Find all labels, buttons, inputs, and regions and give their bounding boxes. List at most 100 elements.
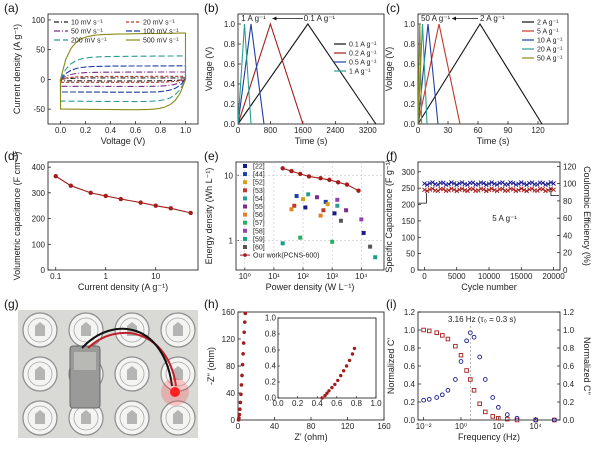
legend-entry: [57] bbox=[253, 220, 265, 227]
panel-label-c: (c) bbox=[386, 1, 400, 15]
x-tick-label: 60 bbox=[474, 126, 483, 135]
data-point bbox=[458, 359, 464, 364]
y-tick-label: 0 bbox=[41, 75, 46, 84]
data-point bbox=[514, 417, 520, 423]
cycle-marker bbox=[486, 187, 492, 193]
x-axis-label: Voltage (V) bbox=[101, 136, 146, 146]
x-tick-label: 1.0 bbox=[180, 126, 192, 135]
data-point bbox=[332, 211, 337, 216]
legend-entry: [22] bbox=[253, 164, 265, 171]
data-point bbox=[243, 311, 248, 316]
cv-loop-series bbox=[59, 71, 187, 87]
legend-entry: 20 A g⁻¹ bbox=[537, 47, 563, 54]
data-point bbox=[335, 203, 340, 208]
y-axis-label: -Z'' (ohm) bbox=[206, 347, 216, 385]
inset-x-tick-label: 1.0 bbox=[370, 399, 382, 408]
cycle-marker bbox=[430, 186, 435, 192]
data-point bbox=[188, 210, 193, 216]
data-point bbox=[138, 200, 143, 205]
legend-swatch bbox=[243, 164, 247, 168]
inset-data-point bbox=[330, 385, 334, 390]
x-tick-label: 10³ bbox=[326, 272, 338, 281]
data-point bbox=[490, 395, 496, 400]
legend-swatch bbox=[243, 212, 247, 217]
cycle-marker bbox=[457, 181, 462, 186]
annotation-label: 1 A g⁻¹ bbox=[241, 14, 266, 23]
data-point bbox=[368, 244, 373, 249]
plot-frame-d bbox=[47, 161, 199, 271]
inset-data-point bbox=[350, 352, 355, 356]
y-tick-label: 50 bbox=[406, 250, 415, 259]
data-point bbox=[490, 414, 495, 419]
x-tick-label: 0.2 bbox=[80, 126, 92, 135]
y-axis-label-right: Normalized C'' bbox=[582, 337, 592, 395]
panel-label-a: (a) bbox=[4, 1, 19, 15]
inset-x-tick-label: 0.2 bbox=[292, 399, 304, 408]
x-tick-label: 120 bbox=[531, 126, 545, 135]
data-point bbox=[505, 416, 510, 422]
y-tick-label-right: 80 bbox=[563, 197, 572, 206]
inset-data-point bbox=[347, 358, 352, 363]
plot-frame-e bbox=[235, 161, 385, 271]
cycle-marker bbox=[481, 180, 486, 186]
y-tick-label: 0.2 bbox=[224, 100, 236, 109]
y-axis-label: Voltage (V) bbox=[384, 47, 394, 92]
data-point bbox=[280, 166, 285, 171]
y-tick-label: 250 bbox=[402, 184, 416, 193]
legend-entry: 50 mV s⁻¹ bbox=[71, 29, 103, 36]
legend-entry: 200 mV s⁻¹ bbox=[71, 38, 107, 45]
data-point bbox=[361, 230, 366, 235]
y-axis-label: Normalized C' bbox=[386, 338, 396, 395]
x-tick-label: 160 bbox=[377, 422, 391, 431]
seal-ring bbox=[27, 361, 53, 387]
data-point bbox=[240, 362, 245, 367]
legend-swatch bbox=[243, 196, 247, 201]
data-point bbox=[88, 190, 93, 196]
cycle-marker bbox=[510, 180, 516, 186]
y-tick-label-right: 120 bbox=[563, 162, 577, 171]
x-tick-label: 3200 bbox=[359, 126, 377, 135]
y-tick-label-right: 1.0 bbox=[563, 326, 575, 335]
inset-x-tick-label: 0.0 bbox=[272, 399, 284, 408]
y-tick-label: 0.0 bbox=[224, 120, 236, 129]
y-tick-label-right: 0.4 bbox=[563, 380, 575, 389]
cycle-marker bbox=[494, 188, 500, 194]
data-point bbox=[359, 217, 364, 222]
cycle-marker bbox=[470, 186, 476, 192]
inset-x-tick-label: 0.6 bbox=[331, 399, 343, 408]
data-point bbox=[439, 392, 445, 398]
x-tick-label: 1 bbox=[104, 272, 109, 281]
panel-label-d: (d) bbox=[4, 149, 19, 163]
data-point bbox=[240, 373, 244, 378]
plot-frame-a bbox=[47, 13, 199, 125]
cycle-marker bbox=[424, 182, 430, 188]
cycle-marker bbox=[449, 186, 454, 191]
y-tick-label-right: 1.2 bbox=[563, 308, 575, 317]
y-tick-label: 0.0 bbox=[404, 416, 416, 425]
data-point bbox=[426, 328, 432, 334]
legend-swatch bbox=[243, 245, 247, 249]
x-tick-label: 10 bbox=[151, 272, 160, 281]
legend-entry: 500 mV s⁻¹ bbox=[143, 38, 179, 45]
x-tick-label: 800 bbox=[264, 126, 278, 135]
cycle-marker bbox=[527, 180, 532, 186]
y-tick-label: 100 bbox=[402, 233, 416, 242]
cv-loop-series bbox=[59, 75, 187, 83]
cycle-marker bbox=[518, 180, 524, 185]
data-point bbox=[464, 338, 469, 344]
data-point bbox=[325, 202, 330, 207]
annotation-label: 3.16 Hz (τ₀ = 0.3 s) bbox=[448, 315, 516, 324]
legend-entry: [56] bbox=[253, 212, 265, 219]
x-tick-label: 0 bbox=[236, 422, 241, 431]
data-point bbox=[477, 401, 482, 407]
y-tick-label: 0.0 bbox=[404, 120, 416, 129]
inset-data-point bbox=[325, 391, 329, 395]
cycle-marker bbox=[454, 188, 460, 194]
seal-emblem-shape bbox=[173, 366, 183, 380]
data-point bbox=[330, 239, 335, 244]
cycle-marker bbox=[422, 187, 427, 193]
inset-data-point bbox=[327, 389, 331, 393]
data-point bbox=[318, 213, 323, 218]
seal-ring bbox=[119, 361, 145, 387]
